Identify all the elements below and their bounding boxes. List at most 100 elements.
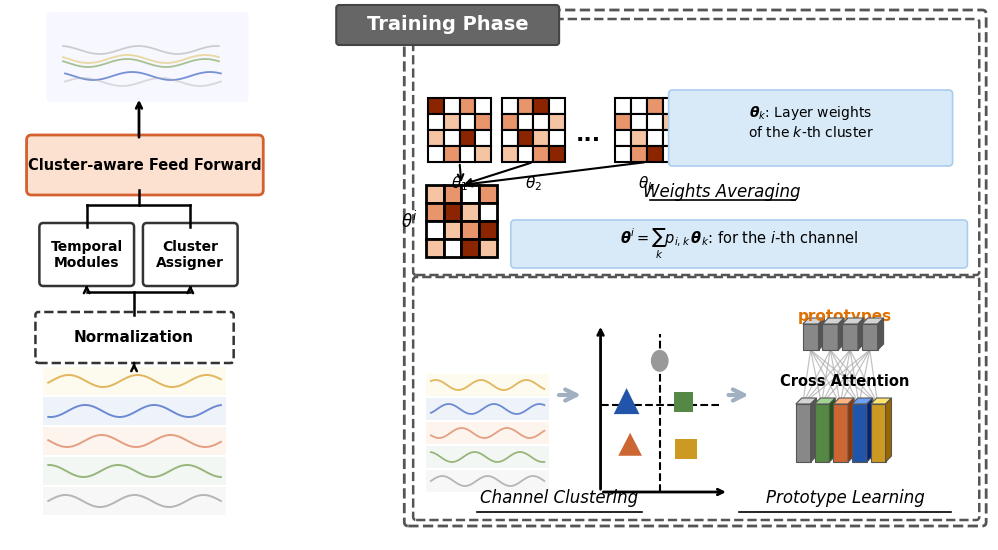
Bar	[502, 146, 518, 162]
Bar	[426, 185, 444, 203]
Polygon shape	[862, 318, 883, 324]
Bar	[479, 203, 497, 221]
Bar	[663, 146, 679, 162]
Polygon shape	[848, 398, 854, 462]
FancyBboxPatch shape	[669, 90, 953, 166]
Bar	[518, 114, 534, 130]
Bar	[631, 114, 647, 130]
Polygon shape	[818, 318, 824, 350]
Bar	[502, 114, 518, 130]
Bar	[428, 130, 444, 146]
Polygon shape	[814, 398, 835, 404]
Bar	[426, 221, 444, 239]
Bar	[461, 239, 479, 257]
Bar	[444, 114, 459, 130]
Bar	[426, 398, 549, 420]
Bar	[549, 98, 565, 114]
Text: Training Phase: Training Phase	[367, 15, 529, 35]
FancyBboxPatch shape	[143, 223, 238, 286]
Bar	[479, 221, 497, 239]
Text: Normalization: Normalization	[74, 331, 195, 345]
Bar	[502, 98, 518, 114]
Text: $\boldsymbol{\theta}^i = \sum_k p_{i,k}\, \boldsymbol{\theta}_k$: for the $i$-th: $\boldsymbol{\theta}^i = \sum_k p_{i,k}\…	[620, 227, 857, 261]
Bar	[444, 185, 461, 203]
Bar	[479, 185, 497, 203]
Bar	[647, 146, 663, 162]
FancyBboxPatch shape	[46, 12, 249, 102]
Bar	[444, 130, 459, 146]
Polygon shape	[810, 398, 816, 462]
Bar	[426, 374, 549, 396]
Bar	[674, 392, 694, 412]
Ellipse shape	[651, 350, 669, 372]
Bar	[461, 203, 479, 221]
Text: Temporal
Modules: Temporal Modules	[51, 240, 123, 270]
Bar	[43, 397, 226, 425]
Bar	[461, 185, 479, 203]
Text: prototypes: prototypes	[798, 310, 892, 324]
Bar	[502, 130, 518, 146]
Bar	[444, 221, 461, 239]
Bar	[475, 114, 491, 130]
Bar	[444, 146, 459, 162]
Polygon shape	[829, 398, 835, 462]
Polygon shape	[822, 318, 844, 324]
Polygon shape	[614, 388, 640, 414]
Bar	[549, 114, 565, 130]
Bar	[43, 427, 226, 455]
Bar	[426, 470, 549, 492]
Bar	[675, 439, 697, 459]
Text: Cluster-aware Feed Forward: Cluster-aware Feed Forward	[28, 157, 261, 173]
Bar	[631, 130, 647, 146]
Bar	[647, 98, 663, 114]
Bar	[459, 114, 475, 130]
Polygon shape	[842, 324, 858, 350]
Bar	[518, 130, 534, 146]
Polygon shape	[833, 398, 854, 404]
Bar	[631, 146, 647, 162]
Bar	[444, 98, 459, 114]
Polygon shape	[833, 404, 848, 462]
Polygon shape	[814, 404, 829, 462]
Bar	[43, 367, 226, 395]
Bar	[549, 146, 565, 162]
Polygon shape	[867, 398, 872, 462]
Bar	[479, 239, 497, 257]
Bar	[426, 203, 444, 221]
Text: $\theta_k$: $\theta_k$	[638, 174, 656, 192]
Bar	[475, 130, 491, 146]
Text: $\theta_1$: $\theta_1$	[451, 174, 468, 192]
Text: $\theta_2$: $\theta_2$	[525, 174, 542, 192]
FancyBboxPatch shape	[413, 277, 979, 520]
Bar	[475, 98, 491, 114]
FancyBboxPatch shape	[36, 312, 234, 363]
Bar	[428, 98, 444, 114]
Bar	[616, 130, 631, 146]
Polygon shape	[842, 318, 864, 324]
Polygon shape	[619, 433, 642, 456]
Polygon shape	[822, 324, 838, 350]
Bar	[459, 98, 475, 114]
Polygon shape	[871, 398, 891, 404]
Bar	[616, 114, 631, 130]
Bar	[43, 457, 226, 485]
Bar	[631, 98, 647, 114]
Polygon shape	[795, 404, 810, 462]
Bar	[518, 146, 534, 162]
Bar	[534, 114, 549, 130]
FancyBboxPatch shape	[413, 19, 979, 275]
Polygon shape	[852, 404, 867, 462]
Bar	[616, 98, 631, 114]
Bar	[647, 114, 663, 130]
Bar	[663, 98, 679, 114]
Bar	[43, 487, 226, 515]
Bar	[616, 146, 631, 162]
FancyBboxPatch shape	[404, 10, 986, 526]
Polygon shape	[852, 398, 872, 404]
Text: ...: ...	[576, 125, 601, 145]
Text: Weights Averaging: Weights Averaging	[643, 183, 800, 201]
Polygon shape	[802, 324, 818, 350]
Text: $\boldsymbol{\theta}_k$: Layer weights
of the $k$-th cluster: $\boldsymbol{\theta}_k$: Layer weights o…	[748, 104, 873, 140]
Bar	[444, 239, 461, 257]
FancyBboxPatch shape	[27, 135, 263, 195]
